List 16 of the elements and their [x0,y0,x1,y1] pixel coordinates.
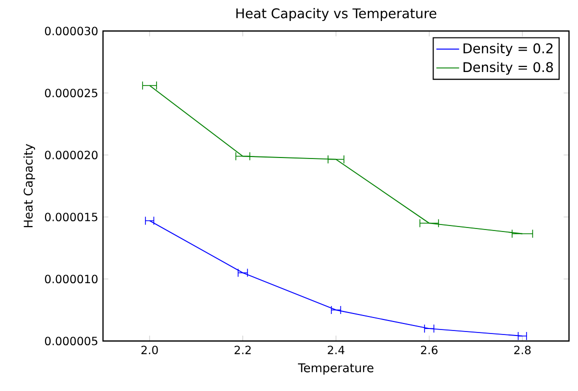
chart-title: Heat Capacity vs Temperature [236,8,436,21]
x-tick-label: 2.4 [328,346,344,354]
x-tick-label: 2.8 [514,346,531,354]
x-tick-label: 2.0 [141,346,158,354]
x-tick-label: 2.2 [234,346,251,354]
y-tick-label: 0.000030 [44,26,98,36]
y-tick-label: 0.000025 [44,88,98,98]
y-axis-title: Heat Capacity [23,144,36,228]
y-tick-label: 0.000010 [44,274,98,284]
legend-label: Density = 0.8 [464,62,553,75]
y-tick-label: 0.000020 [44,150,98,160]
y-tick-label: 0.000005 [44,336,98,346]
x-tick-label: 2.6 [421,346,438,354]
x-axis-title: Temperature [298,363,374,375]
y-tick-label: 0.000015 [44,212,98,222]
legend-label: Density = 0.2 [464,43,552,56]
